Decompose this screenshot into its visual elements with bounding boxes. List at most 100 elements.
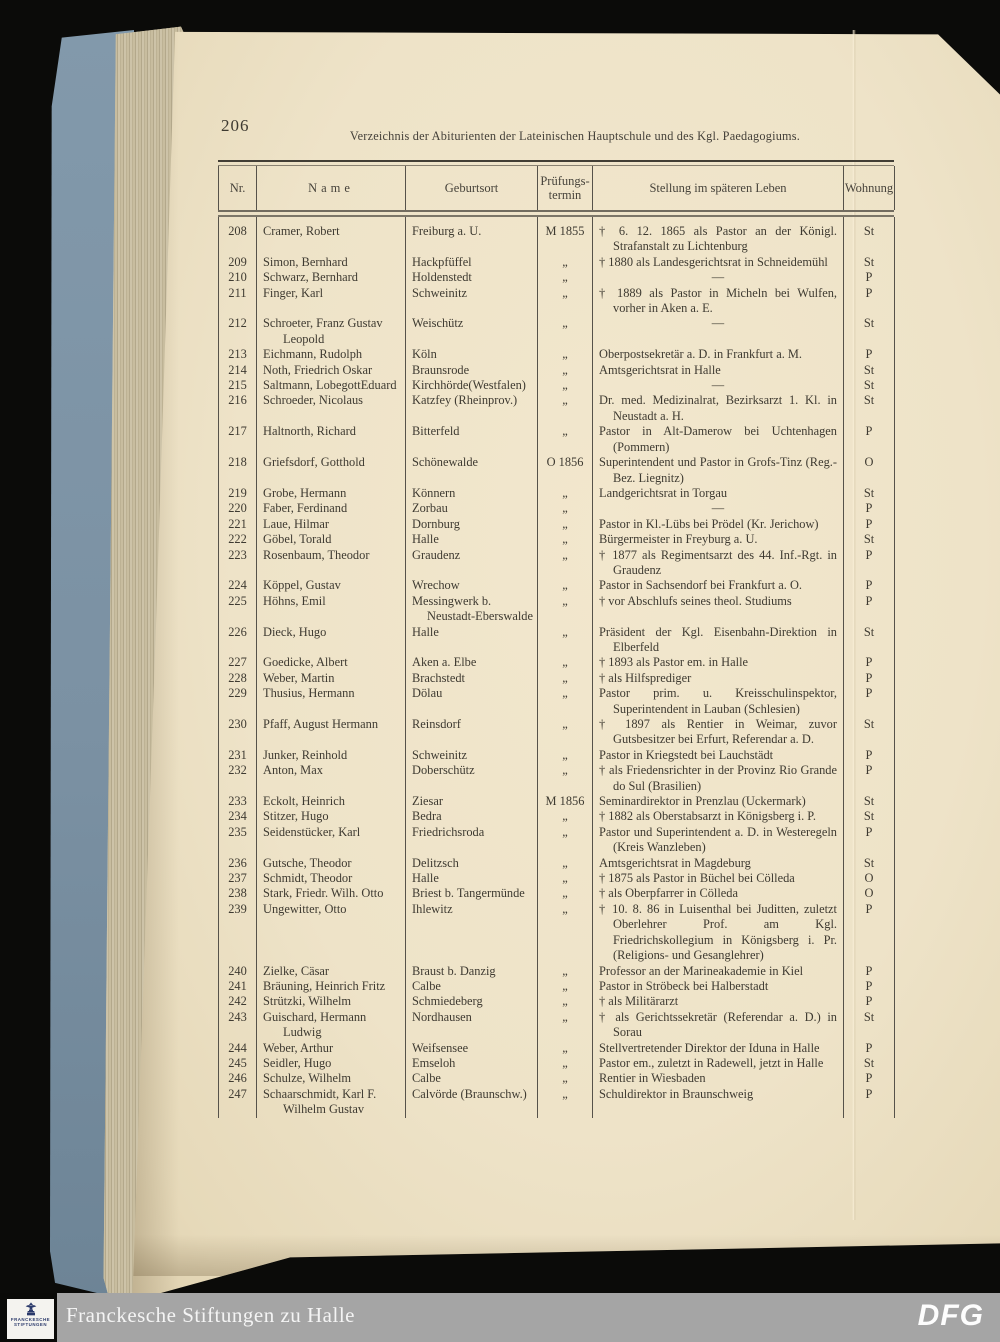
row-name: Noth, Friedrich Oskar	[257, 362, 406, 379]
row-name: Rosenbaum, Theodor	[257, 547, 406, 579]
row-number: 240	[219, 963, 257, 979]
row-exam-term: „	[538, 670, 593, 687]
column-header-birthplace: Geburtsort	[406, 166, 538, 210]
row-exam-term: „	[538, 871, 593, 887]
table-row: 235 Seidenstücker, Karl Friedrichsroda „ Pas…	[218, 824, 895, 856]
row-number: 231	[219, 747, 257, 764]
row-residence: St	[844, 393, 895, 425]
row-name: Faber, Ferdinand	[257, 501, 406, 517]
row-exam-term: „	[538, 978, 593, 995]
row-residence: P	[844, 424, 895, 456]
row-name: Seidler, Hugo	[257, 1055, 406, 1072]
row-birthplace: Ihlewitz	[406, 901, 538, 964]
row-name: Stark, Friedr. Wilh. Otto	[257, 886, 406, 902]
row-name: Junker, Reinhold	[257, 747, 406, 764]
row-birthplace: Braunsrode	[406, 362, 538, 379]
row-name: Pfaff, August Hermann	[257, 717, 406, 748]
row-exam-term: „	[538, 763, 593, 795]
row-birthplace: Kirchhörde(Westfalen)	[406, 378, 538, 394]
row-birthplace: Graudenz	[406, 547, 538, 579]
row-birthplace: Calbe	[406, 1071, 538, 1087]
row-birthplace: Calbe	[406, 978, 538, 995]
row-number: 212	[219, 316, 257, 348]
table-row: 246 Schulze, Wilhelm Calbe „ Rentier in Wies…	[218, 1071, 895, 1087]
row-birthplace: Nordhausen	[406, 1009, 538, 1041]
row-exam-term: „	[538, 424, 593, 456]
table-row: 240 Zielke, Cäsar Braust b. Danzig „ Profess…	[218, 963, 895, 979]
table-row: 211 Finger, Karl Schweinitz „ † 1889 als Pas…	[218, 285, 895, 317]
row-career: † als Friedensrichter in der Provinz Rio…	[593, 763, 844, 795]
column-header-nr-label: Nr.	[229, 181, 246, 195]
table-row: 234 Stitzer, Hugo Bedra „ † 1882 als Obersta…	[218, 809, 895, 825]
row-number: 228	[219, 670, 257, 687]
table-row: 217 Haltnorth, Richard Bitterfeld „ Pastor i…	[218, 424, 895, 456]
table-body: 208 Cramer, Robert Freiburg a. U. M 1855 † 6…	[218, 217, 895, 1118]
row-exam-term: „	[538, 501, 593, 517]
eagle-emblem-icon	[25, 1302, 36, 1316]
row-name: Zielke, Cäsar	[257, 963, 406, 979]
row-exam-term: „	[538, 994, 593, 1010]
table-row: 216 Schroeder, Nicolaus Katzfey (Rheinprov…	[218, 393, 895, 425]
table-row: 244 Weber, Arthur Weifsensee „ Stellvertrete…	[218, 1040, 895, 1056]
row-birthplace: Bedra	[406, 809, 538, 825]
column-header-career-label: Stellung im späteren Leben	[649, 181, 787, 195]
table-row: 215 Saltmann, LobegottEduard Kirchhörde(We…	[218, 378, 895, 394]
row-birthplace: Weifsensee	[406, 1040, 538, 1056]
row-residence: P	[844, 516, 895, 533]
row-name: Schulze, Wilhelm	[257, 1071, 406, 1087]
logo-caption-line2: STIFTUNGEN	[13, 1322, 48, 1328]
row-exam-term: „	[538, 824, 593, 856]
row-career: Pastor in Kl.-Lübs bei Prödel (Kr. Jeric…	[593, 516, 844, 533]
row-number: 221	[219, 516, 257, 533]
row-name: Seidenstücker, Karl	[257, 824, 406, 856]
row-residence: St	[844, 855, 895, 872]
row-exam-term: M 1855	[538, 217, 593, 255]
table-row: 208 Cramer, Robert Freiburg a. U. M 1855 † 6…	[218, 217, 895, 255]
row-name: Bräuning, Heinrich Fritz	[257, 978, 406, 995]
row-exam-term: „	[538, 485, 593, 502]
row-birthplace: Freiburg a. U.	[406, 217, 538, 255]
row-name: Schroeter, Franz Gustav Leopold	[257, 316, 406, 348]
row-number: 230	[219, 717, 257, 748]
row-exam-term: „	[538, 347, 593, 363]
column-header-name-label: Name	[308, 181, 354, 195]
row-birthplace: Dölau	[406, 686, 538, 717]
row-exam-term: „	[538, 532, 593, 548]
logo-caption-line1: FRANCKESCHE	[10, 1317, 51, 1322]
row-career: —	[593, 316, 844, 348]
row-residence: St	[844, 362, 895, 379]
row-residence: P	[844, 963, 895, 979]
row-residence: O	[844, 886, 895, 902]
row-birthplace: Dornburg	[406, 516, 538, 533]
row-name: Weber, Arthur	[257, 1040, 406, 1056]
row-name: Thusius, Hermann	[257, 686, 406, 717]
table-row: 245 Seidler, Hugo Emseloh „ Pastor em., zule…	[218, 1055, 895, 1072]
row-name: Schroeder, Nicolaus	[257, 393, 406, 425]
row-number: 211	[219, 285, 257, 317]
row-exam-term: „	[538, 1071, 593, 1087]
row-number: 233	[219, 794, 257, 810]
row-name: Laue, Hilmar	[257, 516, 406, 533]
row-birthplace: Bitterfeld	[406, 424, 538, 456]
row-residence: P	[844, 547, 895, 579]
row-residence: St	[844, 624, 895, 656]
row-exam-term: „	[538, 547, 593, 579]
dfg-logo[interactable]: DFG	[917, 1299, 984, 1332]
row-number: 237	[219, 871, 257, 887]
row-exam-term: „	[538, 747, 593, 764]
row-birthplace: Hackpfüffel	[406, 254, 538, 271]
row-name: Köppel, Gustav	[257, 578, 406, 594]
row-residence: P	[844, 978, 895, 995]
row-birthplace: Schmiedeberg	[406, 994, 538, 1010]
row-career: † 1880 als Landesgerichtsrat in Schneide…	[593, 254, 844, 271]
row-residence: St	[844, 217, 895, 255]
table-row: 214 Noth, Friedrich Oskar Braunsrode „ Amtsg…	[218, 362, 895, 379]
row-residence: P	[844, 1071, 895, 1087]
row-residence: P	[844, 655, 895, 671]
row-birthplace: Halle	[406, 532, 538, 548]
franckesche-stiftungen-logo[interactable]: FRANCKESCHE STIFTUNGEN	[7, 1299, 54, 1339]
row-number: 215	[219, 378, 257, 394]
row-career: † 1893 als Pastor em. in Halle	[593, 655, 844, 671]
row-career: Amtsgerichtsrat in Halle	[593, 362, 844, 379]
row-career: Präsident der Kgl. Eisenbahn-Direktion i…	[593, 624, 844, 656]
